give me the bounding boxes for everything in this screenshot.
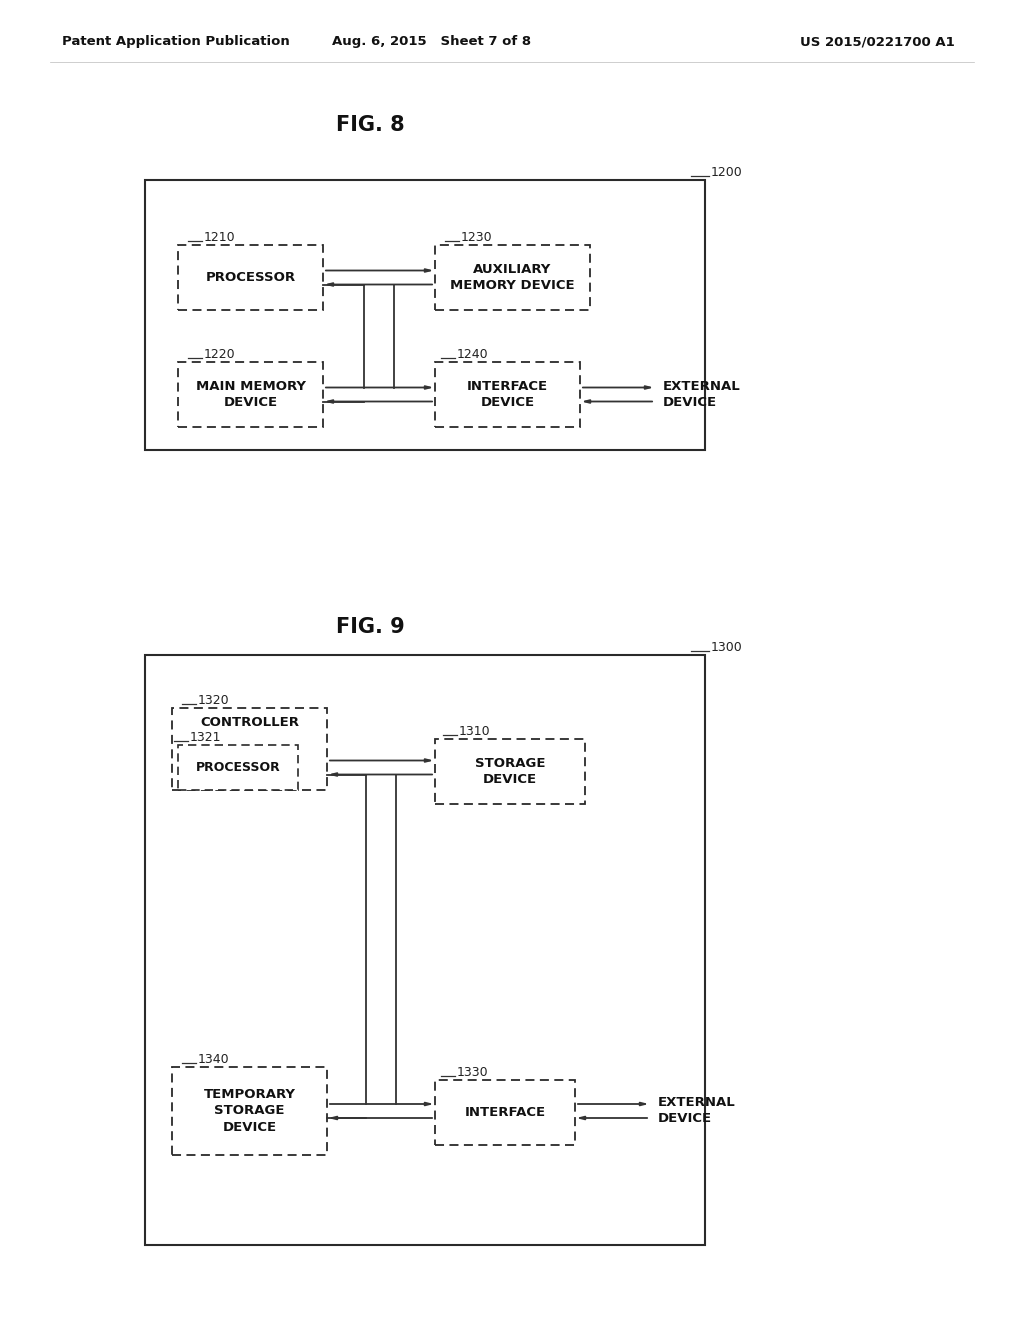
- Bar: [178, 246, 323, 310]
- Text: INTERFACE: INTERFACE: [465, 1106, 546, 1119]
- Bar: [145, 180, 705, 450]
- Text: FIG. 8: FIG. 8: [336, 115, 404, 135]
- Text: 1230: 1230: [461, 231, 493, 244]
- Text: 1330: 1330: [457, 1067, 488, 1078]
- Text: US 2015/0221700 A1: US 2015/0221700 A1: [800, 36, 955, 49]
- Text: Aug. 6, 2015   Sheet 7 of 8: Aug. 6, 2015 Sheet 7 of 8: [333, 36, 531, 49]
- Bar: [178, 744, 298, 789]
- Text: STORAGE
DEVICE: STORAGE DEVICE: [475, 756, 545, 787]
- Text: PROCESSOR: PROCESSOR: [196, 762, 281, 774]
- Text: EXTERNAL
DEVICE: EXTERNAL DEVICE: [658, 1097, 736, 1126]
- Text: 1220: 1220: [204, 348, 236, 360]
- Text: INTERFACE
DEVICE: INTERFACE DEVICE: [467, 380, 548, 409]
- Bar: [145, 655, 705, 1245]
- Text: 1300: 1300: [711, 642, 742, 653]
- Text: CONTROLLER: CONTROLLER: [200, 715, 299, 729]
- Text: 1210: 1210: [204, 231, 236, 244]
- Bar: [435, 1080, 575, 1144]
- Text: PROCESSOR: PROCESSOR: [206, 271, 296, 284]
- Bar: [435, 739, 585, 804]
- Text: TEMPORARY
STORAGE
DEVICE: TEMPORARY STORAGE DEVICE: [204, 1088, 296, 1134]
- Text: FIG. 9: FIG. 9: [336, 616, 404, 638]
- Bar: [178, 362, 323, 426]
- Text: Patent Application Publication: Patent Application Publication: [62, 36, 290, 49]
- Text: 1340: 1340: [198, 1053, 229, 1067]
- Text: 1320: 1320: [198, 694, 229, 708]
- Text: 1240: 1240: [457, 348, 488, 360]
- Bar: [172, 1067, 327, 1155]
- Bar: [435, 362, 580, 426]
- Text: 1321: 1321: [190, 731, 221, 744]
- Text: MAIN MEMORY
DEVICE: MAIN MEMORY DEVICE: [196, 380, 305, 409]
- Text: AUXILIARY
MEMORY DEVICE: AUXILIARY MEMORY DEVICE: [451, 263, 574, 292]
- Text: 1200: 1200: [711, 166, 742, 180]
- Bar: [172, 708, 327, 789]
- Bar: [435, 246, 590, 310]
- Text: 1310: 1310: [459, 725, 490, 738]
- Text: EXTERNAL
DEVICE: EXTERNAL DEVICE: [663, 380, 740, 409]
